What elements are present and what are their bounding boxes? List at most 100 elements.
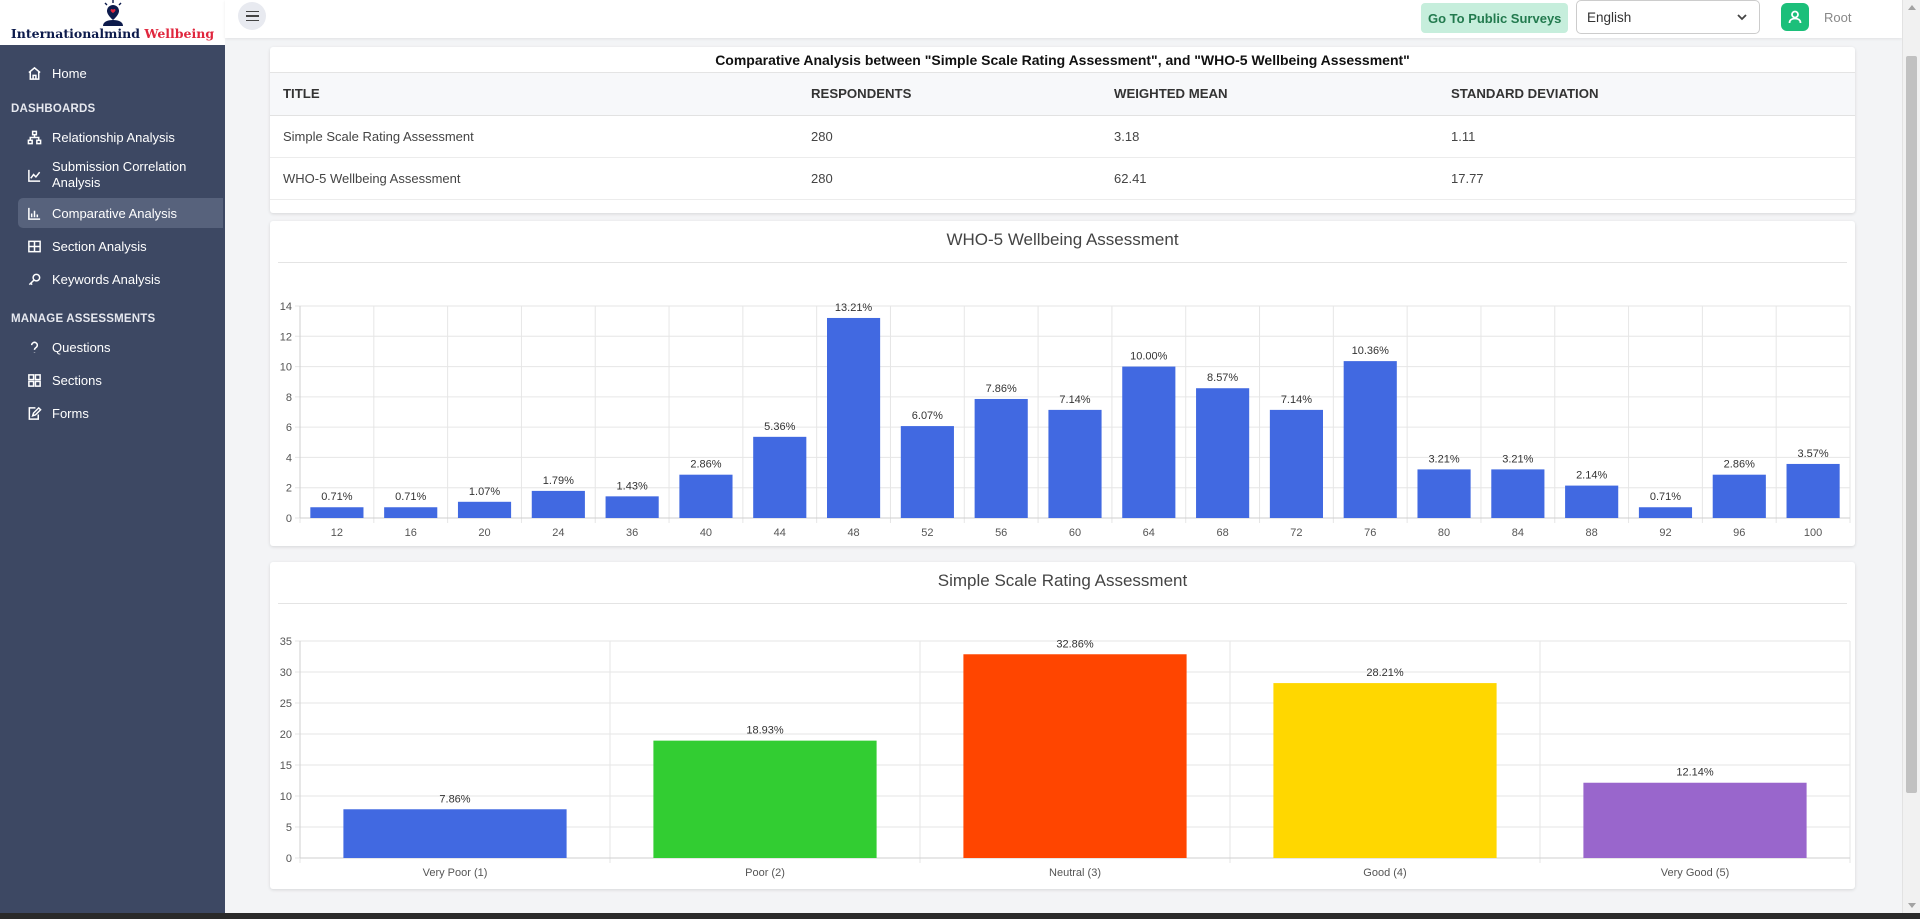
brand-name: Internationalmind Wellbeing: [10, 26, 215, 41]
sidebar-item-label: Relationship Analysis: [52, 129, 175, 145]
sidebar-item-questions[interactable]: Questions: [18, 332, 223, 362]
data-label: 18.93%: [746, 725, 784, 737]
main-content: Comparative Analysis between "Simple Sca…: [255, 38, 1855, 908]
y-tick-label: 14: [280, 301, 292, 313]
x-tick-label: 84: [1512, 527, 1524, 539]
brand-logo[interactable]: Internationalmind Wellbeing: [0, 0, 225, 45]
bar: [457, 501, 512, 518]
bar: [1269, 409, 1323, 518]
avatar[interactable]: [1781, 3, 1809, 31]
column-header-weighted-mean: WEIGHTED MEAN: [1101, 73, 1438, 116]
sidebar-item-label: Home: [52, 65, 87, 81]
sidebar-item-keywords-analysis[interactable]: Keywords Analysis: [18, 264, 223, 294]
bar: [1583, 782, 1807, 858]
column-header-respondents: RESPONDENTS: [798, 73, 1101, 116]
data-label: 13.21%: [835, 302, 873, 314]
sidebar-item-relationship-analysis[interactable]: Relationship Analysis: [18, 122, 223, 152]
x-tick-label: 76: [1364, 527, 1376, 539]
data-label: 3.57%: [1797, 448, 1828, 460]
table-cell: 62.41: [1101, 157, 1438, 200]
y-tick-label: 5: [286, 822, 292, 834]
data-label: 6.07%: [912, 410, 943, 422]
user-icon: [1788, 10, 1802, 24]
bar: [1491, 469, 1545, 518]
bar: [653, 740, 877, 858]
column-header-standard-deviation: STANDARD DEVIATION: [1438, 73, 1855, 116]
bar: [1048, 409, 1102, 518]
grid-icon: [26, 372, 42, 388]
bar: [1712, 474, 1766, 518]
x-tick-label: 96: [1733, 527, 1745, 539]
username[interactable]: Root: [1824, 10, 1852, 25]
sidebar-item-submission-correlation-analysis[interactable]: Submission Correlation Analysis: [18, 155, 223, 195]
y-tick-label: 10: [280, 362, 292, 374]
comparison-heading: Comparative Analysis between "Simple Sca…: [270, 47, 1855, 73]
bar: [900, 426, 954, 518]
y-tick-label: 0: [286, 853, 292, 865]
page-scrollbar[interactable]: [1902, 0, 1920, 913]
x-tick-label: 60: [1069, 527, 1081, 539]
data-label: 3.21%: [1428, 453, 1459, 465]
scroll-thumb[interactable]: [1906, 56, 1917, 793]
sidebar-item-label: Forms: [52, 405, 89, 421]
language-select[interactable]: English: [1576, 0, 1760, 34]
x-tick-label: Neutral (3): [1049, 867, 1101, 879]
dashboards-section-label: DASHBOARDS: [11, 103, 96, 115]
sidebar-item-comparative-analysis[interactable]: Comparative Analysis: [18, 198, 223, 228]
chevron-down-icon: [1737, 14, 1747, 21]
sidebar-item-sections[interactable]: Sections: [18, 365, 223, 395]
data-label: 1.79%: [543, 475, 574, 487]
x-tick-label: Very Poor (1): [423, 867, 488, 879]
logo-mark-icon: [102, 0, 123, 26]
x-tick-label: 56: [995, 527, 1007, 539]
data-label: 5.36%: [764, 421, 795, 433]
bar: [1343, 361, 1397, 518]
x-tick-label: 44: [774, 527, 786, 539]
x-tick-label: 72: [1290, 527, 1302, 539]
y-tick-label: 35: [280, 636, 292, 648]
bar: [827, 317, 881, 518]
bar: [1122, 366, 1176, 518]
scroll-up-icon[interactable]: [1908, 5, 1916, 10]
menu-toggle-button[interactable]: [238, 2, 266, 30]
table-cell: 280: [798, 115, 1101, 158]
data-label: 1.07%: [469, 486, 500, 498]
y-tick-label: 0: [286, 513, 292, 525]
column-header-title: TITLE: [270, 73, 798, 116]
data-label: 7.86%: [439, 793, 470, 805]
sidebar-item-label: Comparative Analysis: [52, 205, 177, 221]
x-tick-label: 16: [405, 527, 417, 539]
bar: [1638, 507, 1693, 518]
table-cell: 3.18: [1101, 115, 1438, 158]
bar: [310, 507, 364, 518]
y-tick-label: 2: [286, 483, 292, 495]
table-icon: [26, 238, 42, 254]
simple-scale-chart-card: Simple Scale Rating Assessment 0 5 10 15 20 2…: [270, 562, 1855, 889]
data-label: 28.21%: [1366, 667, 1404, 679]
chart-title: Simple Scale Rating Assessment: [278, 562, 1847, 604]
data-label: 2.86%: [690, 459, 721, 471]
x-tick-label: 20: [478, 527, 490, 539]
bar: [1196, 388, 1250, 518]
y-tick-label: 8: [286, 392, 292, 404]
bar: [679, 474, 733, 518]
data-label: 7.14%: [1281, 394, 1312, 406]
sidebar-item-forms[interactable]: Forms: [18, 398, 223, 428]
scroll-down-icon[interactable]: [1908, 903, 1916, 908]
y-tick-label: 15: [280, 760, 292, 772]
who5-chart-card: WHO-5 Wellbeing Assessment 0 2 4 6 8 10 12 14 0.…: [270, 221, 1855, 546]
x-tick-label: Poor (2): [745, 867, 785, 879]
y-tick-label: 6: [286, 422, 292, 434]
sidebar-item-section-analysis[interactable]: Section Analysis: [18, 231, 223, 261]
x-tick-label: 92: [1659, 527, 1671, 539]
data-label: 2.14%: [1576, 470, 1607, 482]
question-icon: [26, 339, 42, 355]
comparison-table-card: Comparative Analysis between "Simple Sca…: [270, 47, 1855, 213]
sidebar-item-home[interactable]: Home: [18, 58, 223, 88]
line-chart-icon: [26, 167, 42, 183]
bar: [753, 436, 807, 518]
x-tick-label: 88: [1586, 527, 1598, 539]
bottom-strip: [0, 913, 1920, 919]
x-tick-label: 100: [1804, 527, 1822, 539]
go-to-public-surveys-button[interactable]: Go To Public Surveys: [1421, 3, 1569, 33]
